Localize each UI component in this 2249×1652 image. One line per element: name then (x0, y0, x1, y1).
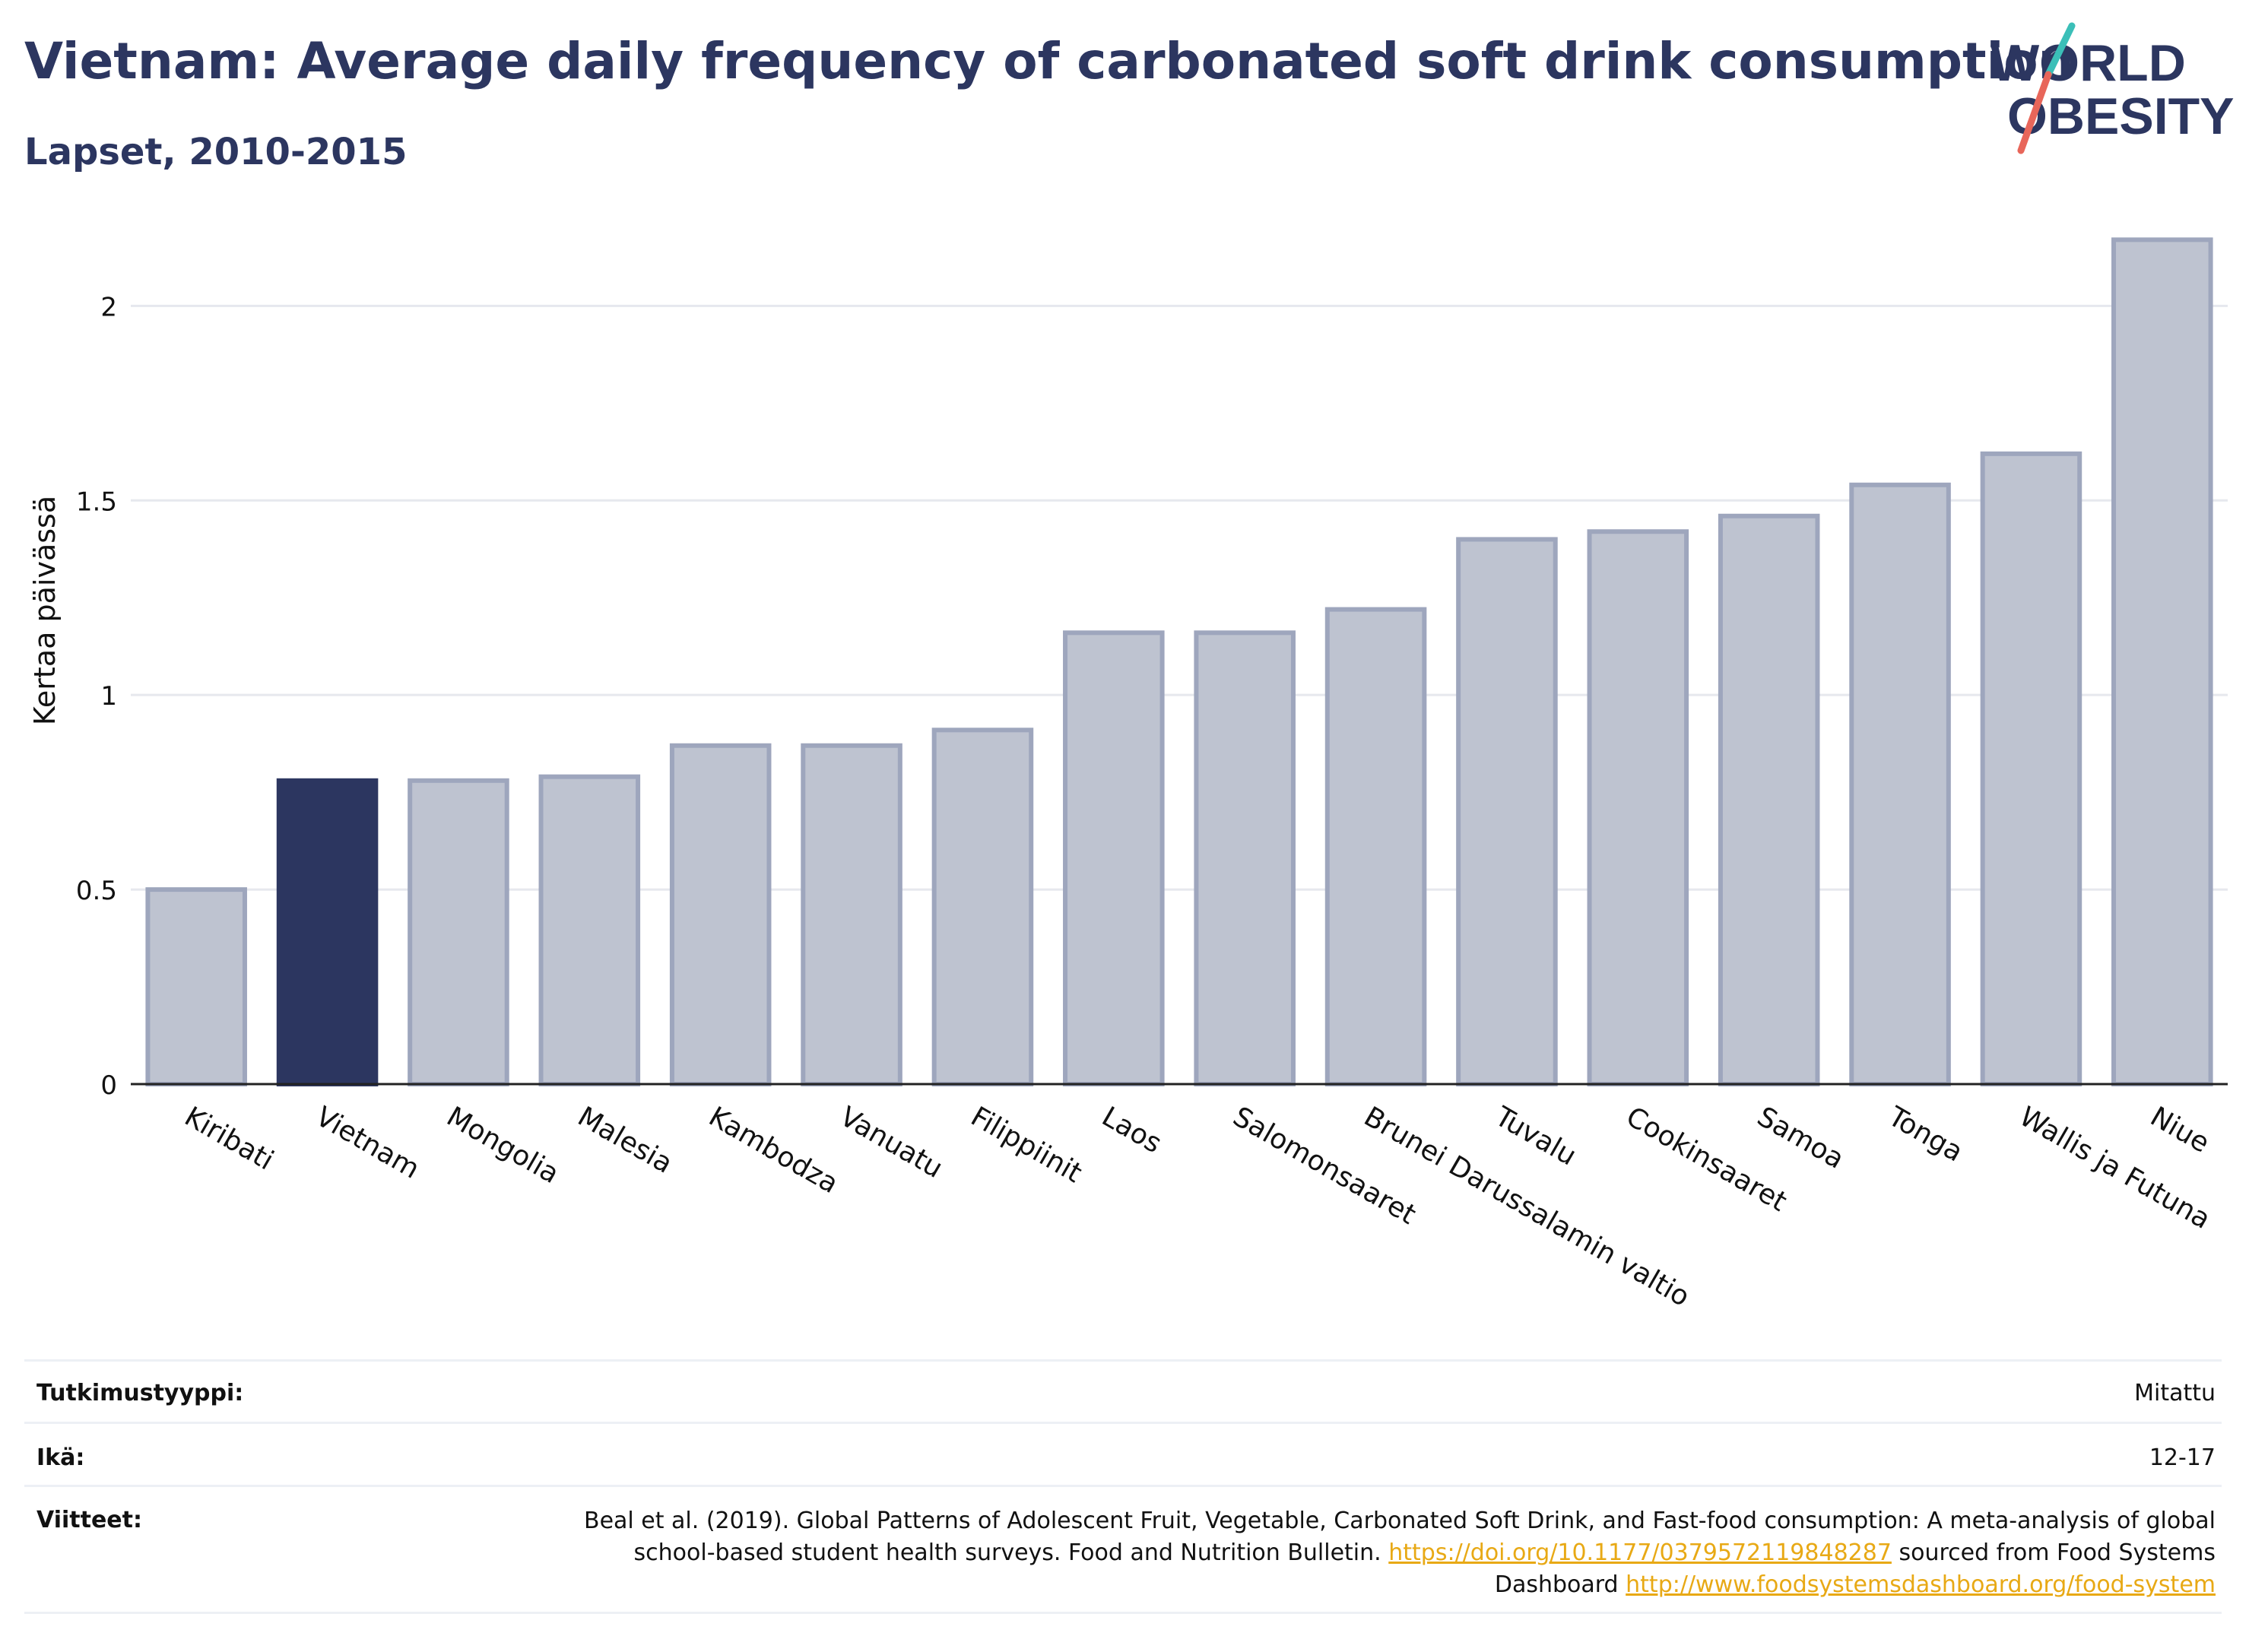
x-tick-label: Filippiinit (966, 1101, 1087, 1189)
meta-divider-top (24, 1359, 2222, 1362)
meta-divider-2 (24, 1422, 2222, 1424)
bar-chart: 0 0.5 1 1.5 2 Kiribati Vietnam Mongolia Malesia… (28, 237, 2228, 1313)
bar-kambodza (669, 743, 772, 1087)
y-tick-label: 2 (100, 292, 117, 322)
bar-samoa (1718, 513, 1820, 1086)
reference-link-dashboard[interactable]: http://www.foodsystemsdashboard.org/food… (1626, 1571, 2216, 1598)
meta-divider-3 (24, 1485, 2222, 1487)
bar-niue (2111, 237, 2213, 1087)
bar-salomonsaaret (1194, 630, 1296, 1086)
x-tick-label: Niue (2145, 1101, 2214, 1159)
x-tick-labels: Kiribati Vietnam Mongolia Malesia KambodzaVa… (179, 1101, 2216, 1313)
study-type-value: Mitattu (2134, 1380, 2216, 1406)
y-tick-label: 1.5 (76, 487, 117, 517)
logo-line1: WORLD (1990, 34, 2186, 92)
bar-wallis-ja-futuna (1980, 451, 2082, 1086)
references-label: Viitteet: (36, 1507, 142, 1533)
x-tick-label: Vanuatu (835, 1101, 948, 1184)
logo-line2: OBESITY (2007, 87, 2235, 145)
bar-filippiinit (931, 728, 1034, 1087)
x-tick-label: Tuvalu (1489, 1101, 1581, 1172)
bar-tuvalu (1456, 537, 1558, 1086)
chart-title: Vietnam: Average daily frequency of carb… (24, 32, 2074, 90)
x-tick-label: Samoa (1752, 1101, 1849, 1175)
y-tick-labels: 0 0.5 1 1.5 2 (76, 292, 117, 1101)
reference-link-doi[interactable]: https://doi.org/10.1177/0379572119848287 (1388, 1539, 1892, 1566)
bar-vietnam (276, 778, 379, 1087)
y-axis-label: Kertaa päivässä (28, 496, 62, 725)
x-tick-label: Tonga (1883, 1101, 1968, 1168)
reference-text-1: Beal et al. (2019). Global Patterns of A… (583, 1508, 2216, 1566)
age-value: 12-17 (2149, 1444, 2216, 1471)
references-value: Beal et al. (2019). Global Patterns of A… (505, 1505, 2216, 1601)
reference-text-2: sourced from Food Systems Dashboard (1494, 1539, 2216, 1598)
bar-brunei-darussalamin-valtio (1324, 607, 1427, 1086)
y-tick-label: 0.5 (76, 876, 117, 906)
x-tick-label: Mongolia (441, 1101, 564, 1190)
world-obesity-logo: WORLD OBESITY (1984, 21, 2235, 158)
x-tick-label: Laos (1096, 1101, 1166, 1159)
bar-kiribati (145, 887, 247, 1087)
bars (145, 237, 2213, 1087)
x-tick-label: Kambodza (703, 1101, 843, 1200)
bar-laos (1063, 630, 1165, 1086)
y-tick-label: 1 (100, 681, 117, 712)
bar-vanuatu (801, 743, 902, 1087)
x-tick-label: Kiribati (179, 1101, 279, 1176)
bar-malesia (538, 774, 641, 1086)
age-label: Ikä: (36, 1444, 85, 1471)
x-tick-label: Malesia (573, 1101, 677, 1180)
bar-cookinsaaret (1587, 529, 1689, 1086)
bar-tonga (1849, 482, 1951, 1086)
x-tick-label: Vietnam (310, 1101, 424, 1185)
bar-mongolia (408, 778, 509, 1087)
meta-divider-bottom (24, 1612, 2222, 1614)
chart-subtitle: Lapset, 2010-2015 (24, 131, 408, 173)
study-type-label: Tutkimustyyppi: (36, 1380, 244, 1406)
y-tick-label: 0 (100, 1070, 117, 1101)
